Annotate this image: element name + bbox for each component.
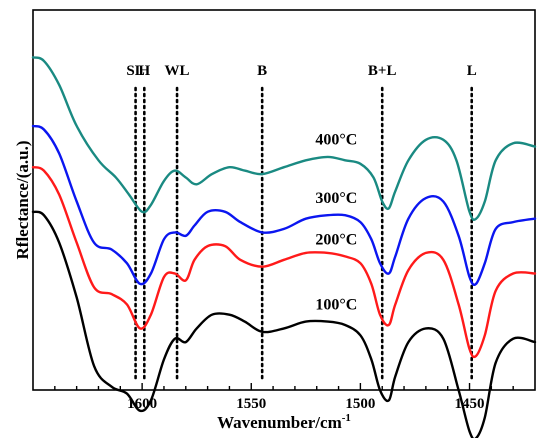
series-label: 300°C (315, 190, 357, 207)
annotation-guides (134, 86, 474, 384)
series-lines (31, 56, 537, 438)
band-label: SL (126, 63, 144, 79)
band-label: B (257, 63, 267, 79)
series-line-200c (31, 166, 537, 359)
band-label: H (138, 63, 150, 79)
x-tick-label: 1500 (345, 396, 375, 412)
y-axis-title: Rflectance/(a.u.) (13, 141, 32, 260)
x-axis-title-superscript: -1 (342, 412, 351, 424)
x-tick-label: 1550 (236, 396, 266, 412)
x-axis-title-text: Wavenumber/cm (217, 413, 342, 432)
series-line-400c (31, 56, 537, 222)
band-label: L (467, 63, 477, 79)
band-label: B+L (368, 63, 397, 79)
band-label: WL (165, 63, 190, 79)
x-axis-title: Wavenumber/cm-1 (217, 412, 351, 432)
series-label: 200°C (315, 232, 357, 249)
series-line-300c (31, 124, 537, 287)
series-label: 400°C (315, 132, 357, 149)
series-label: 100°C (315, 296, 357, 313)
x-tick-label: 1450 (455, 396, 485, 412)
x-tick-label: 1600 (127, 396, 157, 412)
x-axis-ticks: 1600 1550 1500 1450 (54, 383, 514, 412)
series-line-100c (31, 210, 537, 438)
chart-labels: SLH WL B B+L L 400°C 300°C 200°C 100°C (126, 63, 476, 313)
plot-frame (32, 9, 536, 391)
